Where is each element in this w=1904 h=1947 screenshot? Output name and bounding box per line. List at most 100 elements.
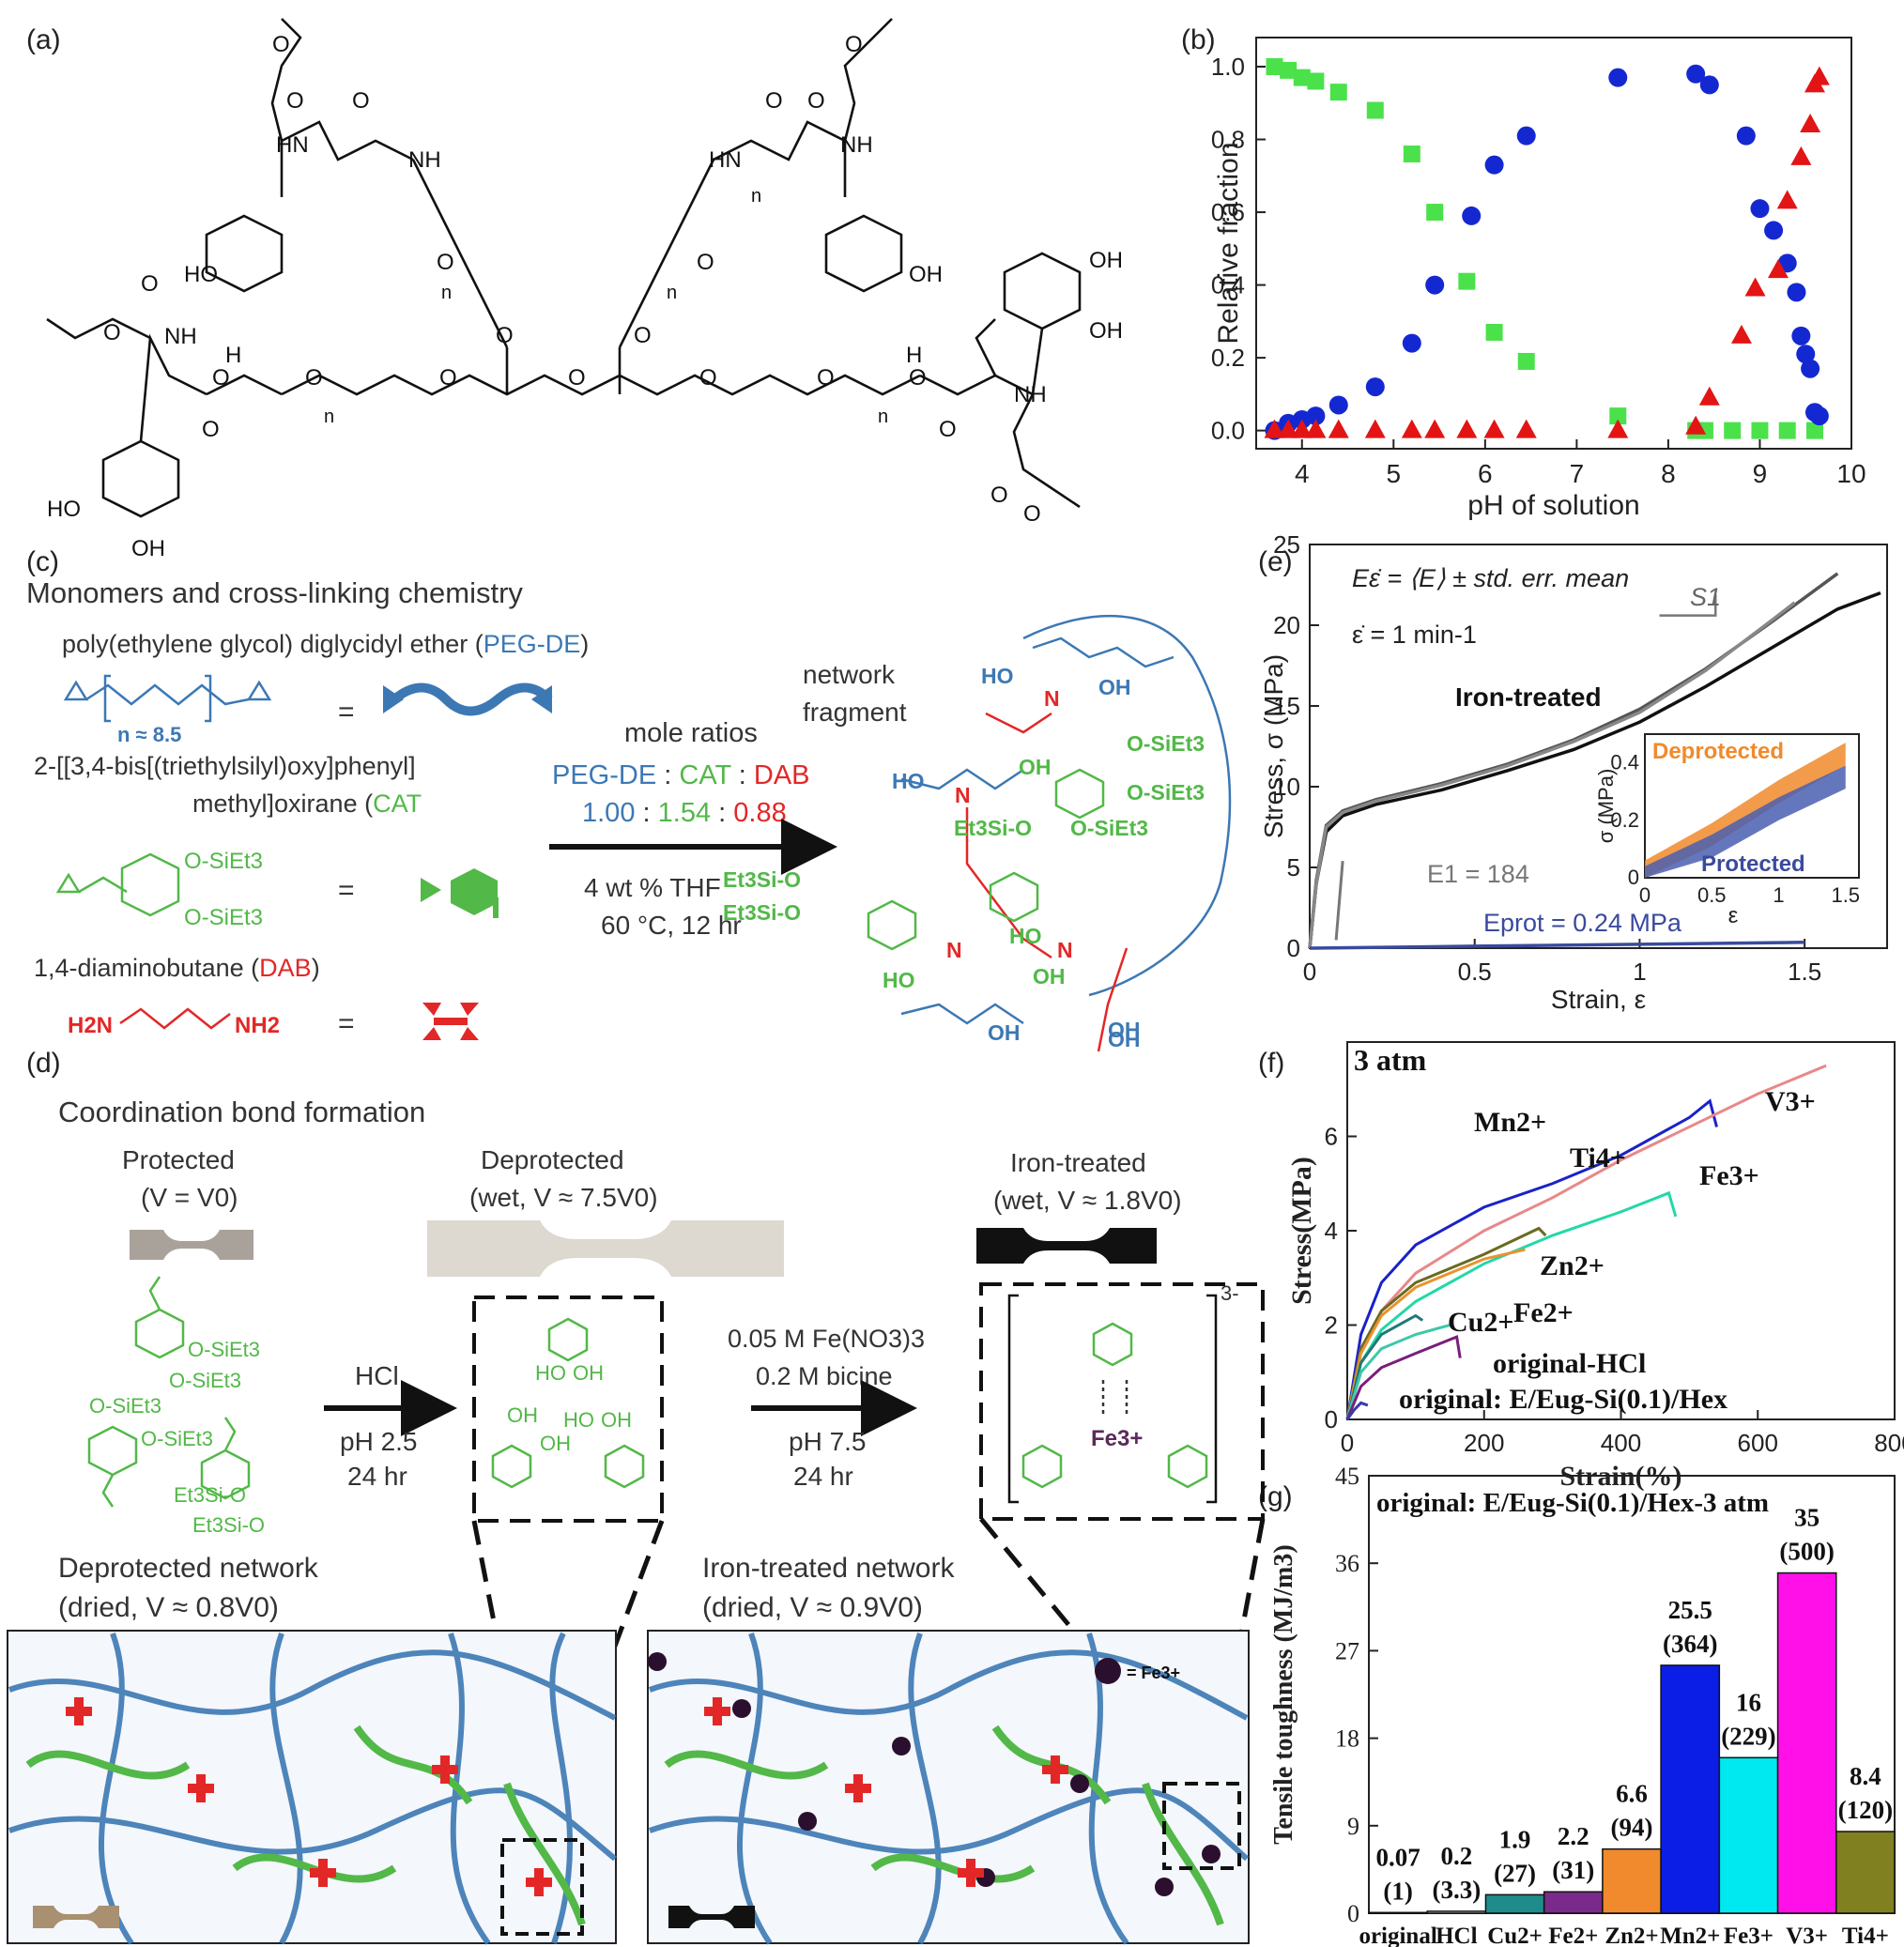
step1-cond: pH 2.5 bbox=[340, 1427, 418, 1456]
x-category-label: HCl bbox=[1436, 1924, 1478, 1947]
x-tick-label: 5 bbox=[1387, 459, 1402, 488]
fragment-atom: OH bbox=[988, 1020, 1021, 1045]
bar-value-label: 8.4 bbox=[1850, 1762, 1881, 1790]
data-point-circle bbox=[1791, 326, 1811, 345]
bar bbox=[1718, 1756, 1779, 1914]
protected-group: O-SiEt3 bbox=[89, 1394, 161, 1418]
aromatic-ring bbox=[205, 214, 284, 293]
data-point-square bbox=[1293, 69, 1311, 86]
ratio-sep: : bbox=[643, 798, 651, 828]
x-category-label: V3+ bbox=[1786, 1924, 1828, 1947]
data-point-triangle bbox=[1291, 419, 1313, 438]
mole-ratio-values: 1.00 : 1.54 : 0.88 bbox=[582, 798, 787, 828]
data-point-circle bbox=[1306, 406, 1326, 426]
bond bbox=[280, 120, 414, 197]
data-point-square bbox=[1724, 422, 1742, 439]
stress-strain-curve bbox=[1345, 1098, 1718, 1420]
boc-group bbox=[1012, 393, 1081, 509]
chart-title: 3 atm bbox=[1354, 1043, 1427, 1077]
x-category-label: Zn2+ bbox=[1605, 1924, 1658, 1947]
cat-structure bbox=[55, 852, 180, 917]
panel-label-a: (a) bbox=[26, 24, 61, 55]
panel-c: Monomers and cross-linking chemistry pol… bbox=[26, 576, 1232, 1052]
data-point-triangle bbox=[1305, 419, 1327, 438]
modulus-line bbox=[1334, 860, 1344, 941]
fragment-atom: O-SiEt3 bbox=[1127, 731, 1205, 756]
x-tick-label: 1 bbox=[1633, 958, 1646, 986]
step2-cond: pH 7.5 bbox=[789, 1427, 867, 1456]
y-axis-label: Stress, σ (MPa) bbox=[1259, 654, 1288, 838]
y-tick-label: 25 bbox=[1273, 530, 1300, 559]
stress-strain-curve bbox=[1345, 1401, 1369, 1420]
bar-value-label: 1.9 bbox=[1499, 1825, 1531, 1853]
data-point-triangle bbox=[1483, 419, 1505, 438]
series-label: Ti4+ bbox=[1570, 1142, 1626, 1173]
atom-label: O bbox=[845, 32, 863, 57]
data-point-triangle bbox=[1698, 386, 1720, 406]
inset-x-tick-label: 0.5 bbox=[1697, 883, 1727, 907]
eprot-annotation: Eprot = 0.24 MPa bbox=[1483, 909, 1682, 937]
series-label: original-HCl bbox=[1493, 1348, 1646, 1379]
bar-value-label: 35 bbox=[1794, 1504, 1820, 1532]
equals-sign: = bbox=[338, 697, 355, 728]
panel-a-structure bbox=[46, 18, 1082, 518]
deprotected-group: HO bbox=[535, 1361, 566, 1385]
series-label: Fe2+ bbox=[1513, 1297, 1574, 1328]
x-tick-label: 4 bbox=[1295, 459, 1310, 488]
fragment-atom: N bbox=[955, 783, 971, 807]
fe-complex bbox=[1021, 1322, 1208, 1489]
y-tick-label: 15 bbox=[1273, 692, 1300, 720]
data-point-square bbox=[1280, 61, 1297, 79]
protected-group: Et3Si-O bbox=[192, 1513, 265, 1537]
data-point-triangle bbox=[1401, 419, 1422, 438]
aromatic-ring bbox=[1003, 252, 1082, 330]
panel-label-f: (f) bbox=[1258, 1048, 1284, 1079]
x-tick-label: 9 bbox=[1753, 459, 1768, 488]
x-category-label: Mn2+ bbox=[1660, 1924, 1720, 1947]
atom-label: O bbox=[909, 365, 927, 391]
step2-cond: 24 hr bbox=[793, 1462, 853, 1491]
protected-group: O-SiEt3 bbox=[188, 1338, 260, 1361]
y-tick-label: 0 bbox=[1347, 1900, 1359, 1927]
bar-ratio-label: (94) bbox=[1611, 1814, 1653, 1842]
ratio-sep: : bbox=[718, 798, 726, 828]
x-axis-label: pH of solution bbox=[1467, 490, 1639, 521]
data-point-triangle bbox=[1607, 419, 1629, 438]
bracket bbox=[1007, 1294, 1218, 1504]
fragment-atom: N bbox=[946, 938, 962, 962]
atom-label: OH bbox=[909, 262, 943, 287]
atom-label: OH bbox=[1089, 318, 1123, 344]
data-point-square bbox=[1609, 407, 1627, 425]
y-tick-label: 9 bbox=[1347, 1813, 1359, 1840]
fe-legend: = Fe3+ bbox=[1127, 1663, 1180, 1682]
dab-name-prefix: 1,4-diaminobutane ( bbox=[34, 954, 259, 982]
bar-value-label: 16 bbox=[1736, 1688, 1761, 1716]
stress-strain-curve bbox=[1345, 1324, 1451, 1420]
x-tick-label: 0 bbox=[1341, 1429, 1354, 1457]
y-tick-label: 4 bbox=[1325, 1217, 1338, 1245]
data-point-triangle bbox=[1767, 259, 1789, 279]
data-point-square bbox=[1778, 422, 1796, 439]
bar bbox=[1776, 1571, 1837, 1914]
stress-strain-curve bbox=[1345, 1226, 1547, 1420]
data-point-square bbox=[1426, 204, 1444, 222]
y-tick-label: 0.4 bbox=[1211, 271, 1245, 299]
ratio-label-peg: PEG-DE bbox=[552, 760, 656, 790]
y-tick-label: 20 bbox=[1273, 611, 1300, 639]
data-point-triangle bbox=[1424, 419, 1446, 438]
atom-label: O bbox=[212, 365, 230, 391]
specimen-protected bbox=[130, 1230, 253, 1260]
data-point-circle bbox=[1796, 345, 1816, 364]
data-point-circle bbox=[1484, 155, 1504, 175]
y-tick-label: 45 bbox=[1335, 1463, 1359, 1490]
inset-x-tick-label: 1.5 bbox=[1831, 883, 1860, 907]
bar-ratio-label: (31) bbox=[1552, 1856, 1594, 1884]
data-point-triangle bbox=[1730, 324, 1752, 344]
chart-g: 0 9 18 27 36 45 Tensile toughness (MJ/m3) origi… bbox=[1269, 1463, 1896, 1947]
protected-group: O-SiEt3 bbox=[169, 1369, 241, 1392]
data-point-circle bbox=[1787, 283, 1806, 302]
dab-abbr: DAB bbox=[259, 954, 312, 982]
state-cond-deprotected: (wet, V ≈ 7.5V0) bbox=[469, 1183, 658, 1212]
bar-ratio-label: (229) bbox=[1721, 1722, 1775, 1750]
